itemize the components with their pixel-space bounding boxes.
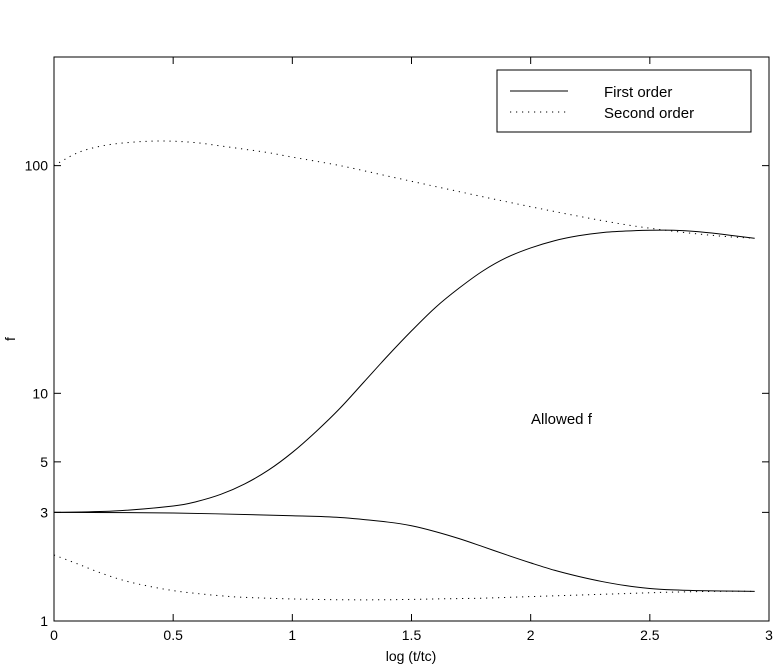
second-order-lower-line [53, 554, 755, 601]
x-tick-label: 0.5 [163, 627, 183, 643]
y-tick-label: 10 [32, 385, 48, 401]
x-tick-label: 0 [50, 627, 58, 643]
legend-label-second-order: Second order [604, 105, 694, 122]
y-tick-label: 5 [40, 454, 48, 470]
x-axis-ticks: 0 0.5 1 1.5 2 2.5 3 [50, 57, 773, 643]
x-tick-label: 1.5 [402, 627, 422, 643]
x-tick-label: 1 [288, 627, 296, 643]
y-tick-label: 100 [25, 158, 49, 174]
x-tick-label: 3 [765, 627, 773, 643]
x-tick-label: 2.5 [640, 627, 660, 643]
y-axis-label: f [2, 337, 18, 341]
series-layer [53, 140, 755, 601]
plot-area [53, 56, 770, 622]
x-tick-label: 2 [527, 627, 535, 643]
legend: First order Second order [496, 69, 752, 133]
x-axis-label: log (t/tc) [386, 648, 437, 664]
first-order-lower-line [53, 511, 755, 592]
y-tick-label: 3 [40, 504, 48, 520]
first-order-upper-line [53, 229, 755, 513]
legend-label-first-order: First order [604, 84, 672, 101]
second-order-upper-line [53, 140, 755, 239]
legend-box [496, 69, 752, 133]
annotation-allowed-f: Allowed f [531, 411, 593, 428]
y-tick-label: 1 [40, 613, 48, 629]
